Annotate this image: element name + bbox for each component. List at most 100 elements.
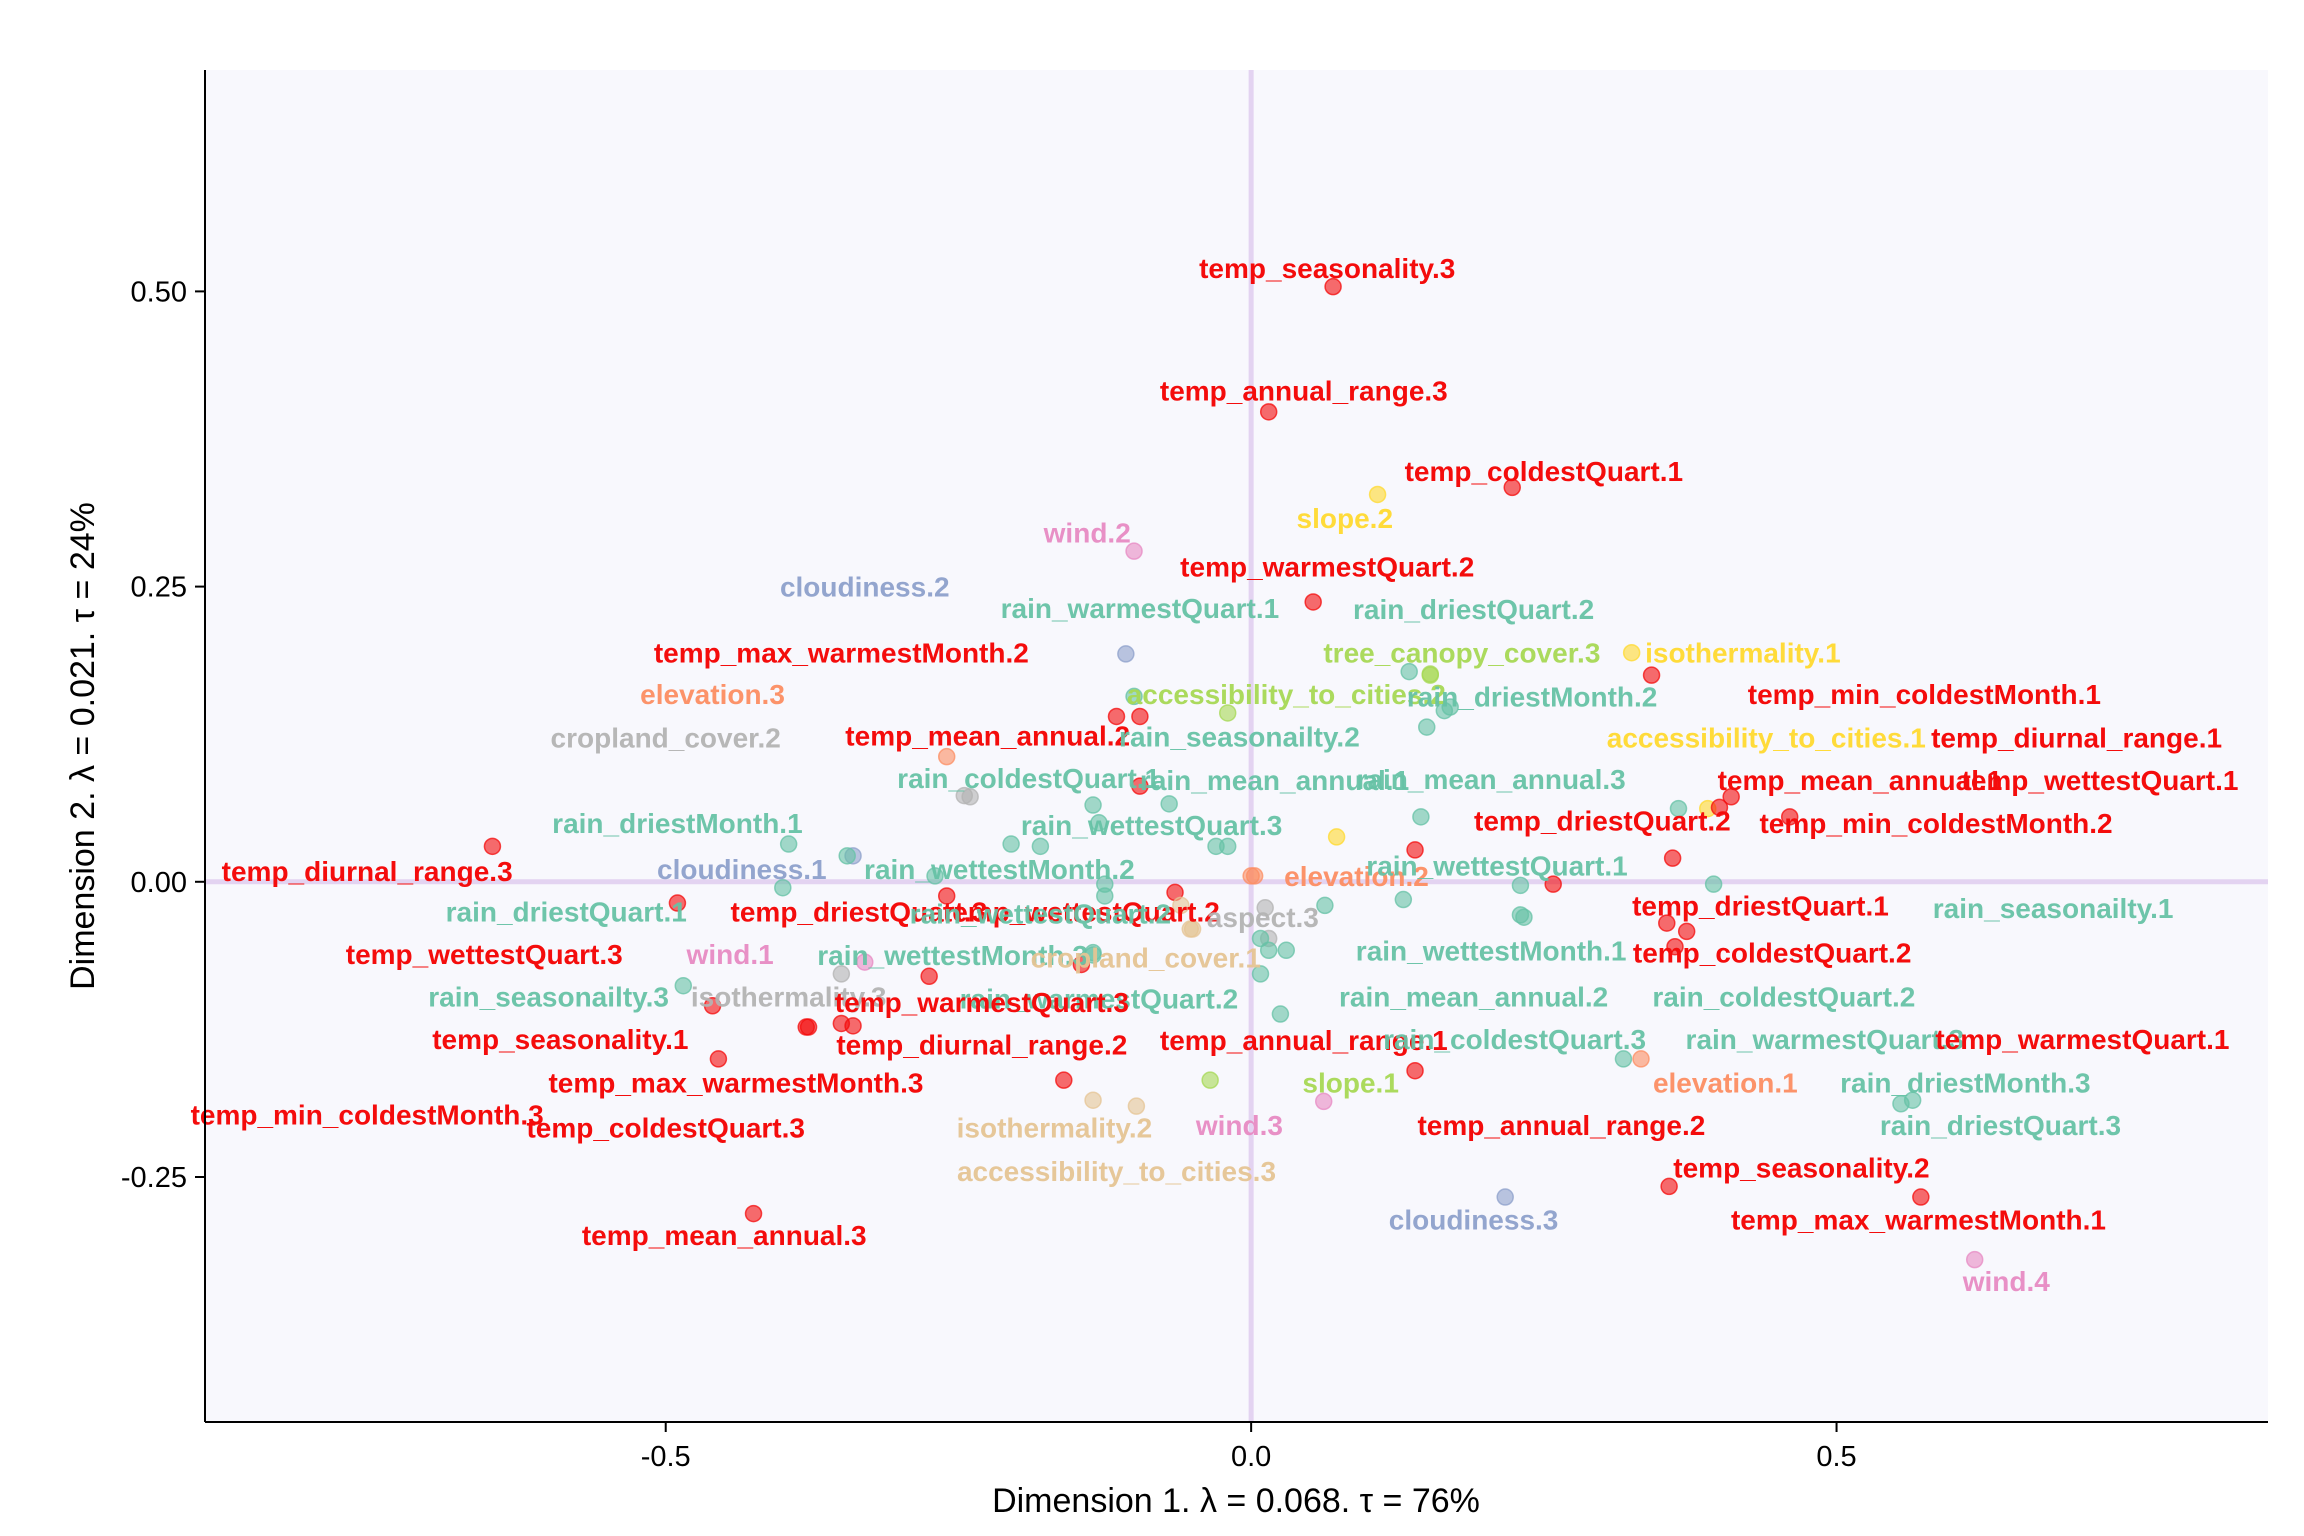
data-point <box>1218 704 1237 722</box>
data-point <box>1251 965 1270 983</box>
point-label: rain_seasonailty.2 <box>1119 722 1360 753</box>
data-point <box>1544 875 1562 893</box>
data-point <box>1131 707 1149 726</box>
y-tick-label: -0.25 <box>121 1162 187 1194</box>
data-point <box>1277 941 1296 960</box>
data-point <box>1912 1188 1930 1206</box>
data-point <box>844 1017 862 1035</box>
data-point <box>1218 837 1237 856</box>
data-point <box>1368 485 1387 504</box>
point-label: cloudiness.2 <box>780 572 950 603</box>
data-point <box>1327 828 1346 846</box>
point-label: cloudiness.1 <box>657 854 827 885</box>
data-point <box>1084 1091 1102 1109</box>
point-label: rain_mean_annual.1 <box>1140 765 1409 796</box>
y-tick-label: 0.00 <box>131 867 187 899</box>
point-label: temp_diurnal_range.2 <box>836 1030 1127 1061</box>
x-axis-title: Dimension 1. λ = 0.068. τ = 76% <box>992 1482 1480 1520</box>
point-label: isothermality.2 <box>957 1112 1153 1143</box>
data-point <box>483 837 502 856</box>
data-point <box>774 878 792 897</box>
data-point <box>920 967 938 986</box>
data-point <box>961 788 979 806</box>
y-tick-label: 0.50 <box>131 276 187 308</box>
point-label: temp_driestQuart.1 <box>1632 890 1889 921</box>
point-label: rain_wettestQuart.2 <box>910 899 1171 930</box>
data-point <box>1127 1097 1146 1115</box>
data-point <box>703 997 722 1015</box>
data-point <box>1511 876 1530 895</box>
data-point <box>668 894 687 912</box>
point-label: temp_warmestQuart.3 <box>835 987 1129 1018</box>
data-point <box>1031 837 1050 856</box>
point-label: cropland_cover.1 <box>1031 942 1261 973</box>
data-point <box>1271 1005 1290 1023</box>
point-label: temp_driestQuart.3 <box>731 896 988 927</box>
point-label: temp_warmestQuart.1 <box>1935 1024 2229 1055</box>
point-label: rain_wettestMonth.2 <box>864 854 1135 885</box>
y-tick-label: 0.25 <box>131 572 187 604</box>
point-label: temp_annual_range.1 <box>1160 1025 1448 1056</box>
point-label: temp_annual_range.2 <box>1417 1110 1705 1141</box>
point-label: temp_mean_annual.3 <box>582 1220 867 1251</box>
data-point <box>779 835 798 853</box>
point-label: rain_warmestQuart.3 <box>1686 1024 1965 1055</box>
data-point <box>674 976 693 995</box>
point-label: temp_wettestQuart.3 <box>346 939 623 970</box>
point-label: accessibility_to_cities.2 <box>1127 679 1446 710</box>
data-point <box>1614 1050 1633 1068</box>
data-point <box>1622 643 1641 662</box>
point-label: slope.1 <box>1302 1068 1398 1099</box>
data-point <box>1515 908 1533 926</box>
data-point <box>1107 707 1126 726</box>
data-point <box>926 867 944 885</box>
data-point <box>1658 914 1676 932</box>
axes <box>204 70 2268 1423</box>
data-point <box>1421 666 1440 684</box>
data-point <box>1125 542 1143 560</box>
x-tick-label: -0.5 <box>641 1441 691 1473</box>
data-point <box>709 1050 728 1068</box>
point-label: temp_coldestQuart.2 <box>1633 938 1912 969</box>
point-label: temp_seasonality.1 <box>432 1024 688 1055</box>
data-point <box>1242 867 1260 885</box>
point-label: tree_canopy_cover.3 <box>1323 638 1600 669</box>
point-label: wind.3 <box>1195 1110 1283 1141</box>
data-point <box>1304 593 1322 611</box>
point-label: rain_wettestMonth.3 <box>817 940 1088 971</box>
data-point <box>1496 1188 1514 1206</box>
point-label: elevation.3 <box>640 679 785 710</box>
point-label: temp_seasonality.2 <box>1673 1153 1929 1184</box>
point-label: rain_wettestQuart.3 <box>1021 810 1282 841</box>
data-point <box>1642 666 1661 684</box>
data-point <box>1632 1050 1650 1068</box>
point-label: temp_wettestQuart.1 <box>1962 765 2239 796</box>
point-label: temp_seasonality.3 <box>1199 253 1455 284</box>
point-label: temp_diurnal_range.1 <box>1931 723 2222 754</box>
point-label: elevation.1 <box>1653 1068 1798 1099</box>
point-label: wind.1 <box>686 939 774 970</box>
data-point <box>1055 1071 1073 1089</box>
data-point <box>1084 943 1102 962</box>
point-label: isothermality.1 <box>1645 638 1841 669</box>
ticks: -0.5 0.0 0.5 -0.25 0.00 0.25 0.50 <box>121 276 1857 1473</box>
data-point <box>1400 662 1418 681</box>
point-label: wind.4 <box>1962 1266 2051 1297</box>
data-point <box>838 847 856 865</box>
point-label: elevation.2 <box>1284 861 1429 892</box>
data-point <box>1677 922 1696 941</box>
point-label: rain_coldestQuart.1 <box>897 763 1160 794</box>
data-point <box>1259 403 1278 421</box>
point-label: rain_mean_annual.3 <box>1357 764 1626 795</box>
data-point <box>1172 896 1190 915</box>
data-point <box>1251 929 1270 948</box>
point-label: temp_min_coldestMonth.2 <box>1759 808 2112 839</box>
point-label: aspect.3 <box>1207 902 1319 933</box>
data-point <box>1096 875 1114 893</box>
point-label: rain_driestMonth.1 <box>552 808 802 839</box>
y-axis-title: Dimension 2. λ = 0.021. τ = 24% <box>64 502 102 990</box>
x-tick-label: 0.0 <box>1231 1441 1271 1473</box>
point-label: temp_diurnal_range.3 <box>222 856 513 887</box>
point-label: temp_warmestQuart.2 <box>1180 552 1474 583</box>
data-point <box>744 1204 763 1223</box>
